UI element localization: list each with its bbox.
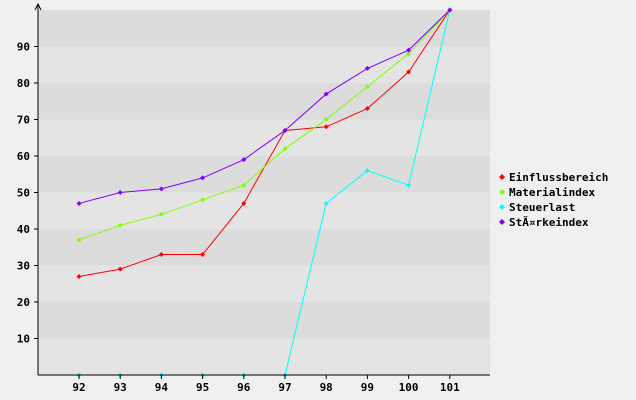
y-tick-label: 60	[17, 150, 30, 163]
data-point	[364, 106, 370, 112]
y-axis-arrow	[34, 2, 42, 11]
data-point	[76, 200, 82, 206]
data-point	[76, 273, 82, 279]
y-tick-label: 30	[17, 260, 30, 273]
data-point	[200, 197, 206, 203]
data-point	[117, 190, 123, 195]
data-point	[364, 65, 370, 71]
axes	[34, 2, 490, 379]
x-tick-label: 98	[320, 381, 333, 394]
grid-band	[38, 119, 490, 156]
legend-label: Materialindex	[509, 186, 595, 199]
x-tick-label: 100	[399, 381, 419, 394]
y-tick-label: 90	[17, 41, 30, 54]
data-point	[158, 252, 164, 258]
data-point	[323, 124, 329, 130]
legend: Einflussbereich Materialindex Steuerlast St…	[499, 171, 608, 229]
legend-marker	[499, 219, 505, 225]
legend-label: Steuerlast	[509, 201, 575, 214]
data-point	[200, 175, 206, 181]
grid-bands	[38, 10, 490, 375]
data-point	[323, 91, 329, 97]
grid-band	[38, 338, 490, 375]
grid-band	[38, 83, 490, 120]
x-tick-label: 94	[155, 381, 169, 394]
series-line	[78, 9, 451, 241]
data-point	[447, 7, 453, 13]
series-line	[78, 9, 451, 204]
data-point	[117, 222, 123, 228]
grid-band	[38, 229, 490, 266]
data-point	[323, 200, 329, 206]
x-tick-label: 96	[237, 381, 251, 394]
y-tick-label: 40	[17, 223, 30, 236]
legend-marker	[499, 174, 505, 180]
data-point	[241, 200, 247, 206]
data-point	[117, 266, 123, 272]
data-point	[158, 211, 164, 217]
grid-band	[38, 156, 490, 193]
data-point	[406, 47, 412, 53]
x-tick-label: 95	[196, 381, 209, 394]
data-point	[406, 69, 412, 75]
series-3	[76, 7, 453, 206]
legend-item: Materialindex	[499, 186, 595, 199]
data-point	[241, 182, 247, 188]
x-tick-label: 101	[440, 381, 460, 394]
data-point	[406, 51, 412, 57]
legend-label: Einflussbereich	[509, 171, 608, 184]
x-tick-label: 93	[114, 381, 127, 394]
data-point	[364, 168, 370, 174]
x-tick-label: 97	[278, 381, 291, 394]
legend-label: StÃ¤rkeindex	[509, 216, 589, 229]
legend-marker	[499, 189, 505, 195]
data-point	[364, 84, 370, 90]
x-tick-label: 92	[72, 381, 85, 394]
grid-band	[38, 302, 490, 339]
x-tick-label: 99	[361, 381, 374, 394]
data-point	[323, 117, 329, 122]
y-tick-label: 70	[17, 114, 30, 127]
data-point	[282, 127, 288, 133]
grid-band	[38, 46, 490, 83]
legend-marker	[499, 204, 505, 210]
data-point	[406, 182, 412, 188]
y-tick-label: 20	[17, 296, 30, 309]
legend-item: StÃ¤rkeindex	[499, 216, 589, 229]
y-tick-label: 50	[17, 187, 30, 200]
grid-band	[38, 265, 490, 302]
data-point	[158, 186, 164, 192]
y-tick-label: 10	[17, 333, 30, 346]
y-tick-label: 80	[17, 77, 30, 90]
legend-item: Einflussbereich	[499, 171, 608, 184]
data-point	[200, 252, 206, 258]
grid-band	[38, 10, 490, 47]
legend-item: Steuerlast	[499, 201, 575, 214]
tick-labels: 10 20 30 40 50 60 70 80 90 92 93 94 95 96 97 98 99 100 101	[17, 41, 460, 395]
grid-band	[38, 192, 490, 229]
data-point	[282, 146, 288, 152]
data-point	[76, 237, 82, 243]
data-point	[241, 157, 247, 163]
